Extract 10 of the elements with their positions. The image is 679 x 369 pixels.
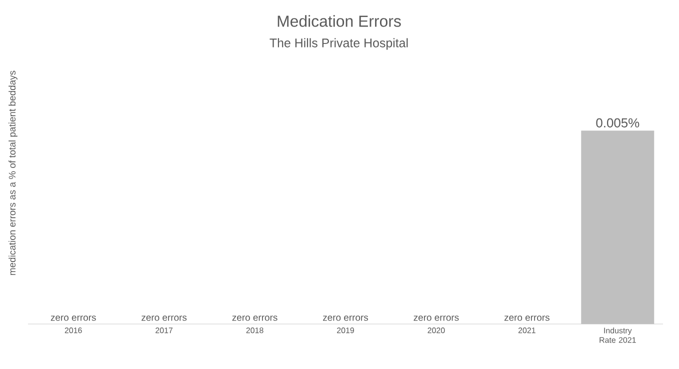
data-label: zero errors <box>50 316 96 321</box>
data-label: zero errors <box>414 316 459 321</box>
data-label: zero errors <box>504 316 550 321</box>
data-label: 0.005% <box>596 118 640 128</box>
chart-title: Medication Errors <box>278 15 401 27</box>
y-axis-title: medication errors as a % of total patient beddays <box>8 70 18 275</box>
data-label: zero errors <box>142 316 187 321</box>
chart-subtitle: The Hills Private Hospital <box>270 38 408 50</box>
data-label: zero errors <box>323 316 368 321</box>
data-label: zero errors <box>232 316 278 321</box>
